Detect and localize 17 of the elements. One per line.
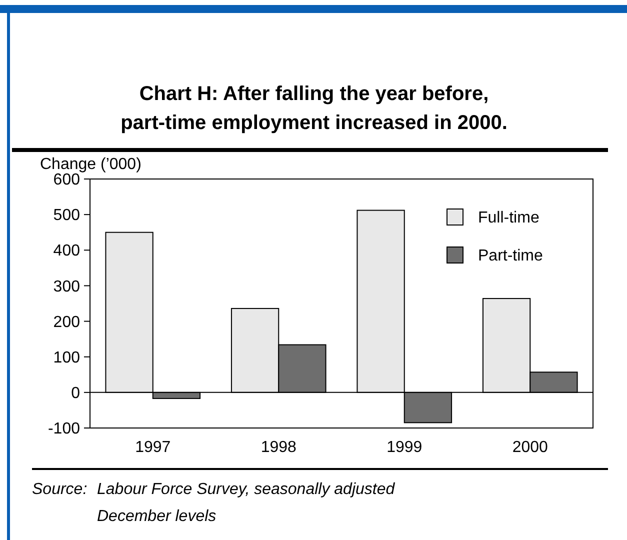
y-axis-title: Change (’000) (40, 156, 142, 173)
legend-label: Part-time (478, 248, 543, 265)
y-tick-label: 600 (53, 172, 80, 189)
y-tick-label: 0 (71, 385, 80, 402)
chart-title: Chart H: After falling the year before, part-time employment increased in 2000. (120, 83, 508, 134)
source-note: Source: Labour Force Survey, seasonally adjusted December levels (32, 481, 396, 525)
y-tick-label: 400 (53, 242, 80, 260)
x-tick-label: 1999 (386, 439, 422, 456)
y-tick-label: -100 (48, 420, 80, 438)
x-tick-label: 1998 (260, 439, 297, 456)
legend-label: Full-time (478, 210, 540, 227)
x-tick-label: 1997 (135, 439, 171, 456)
y-tick-label: 300 (53, 278, 80, 296)
x-tick-label: 2000 (512, 439, 548, 456)
y-tick-label: 100 (53, 349, 80, 366)
y-tick-label: 200 (53, 314, 80, 331)
y-tick-label: 500 (53, 207, 80, 224)
